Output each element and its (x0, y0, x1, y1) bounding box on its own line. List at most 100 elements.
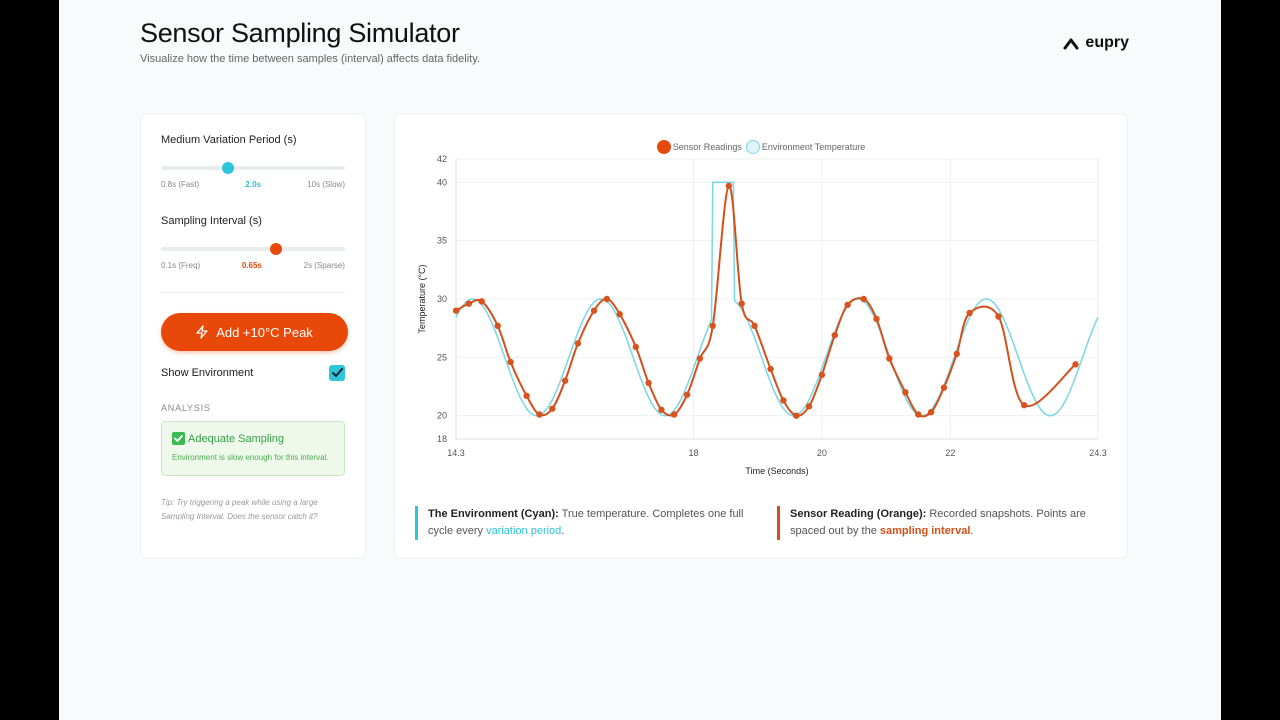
x-tick-label: 18 (689, 448, 699, 458)
divider (161, 292, 345, 293)
x-tick-label: 14.3 (447, 448, 465, 458)
chart-card: 18 20 25 30 35 40 42 14.3 18 20 22 24.3 Time (Second… (394, 113, 1128, 559)
sensor-point (725, 182, 733, 190)
tip-text: Tip: Try triggering a peak while using a… (161, 498, 318, 521)
sensor-point (860, 295, 867, 303)
sensor-point (507, 358, 514, 366)
sensor-point (523, 392, 530, 400)
legend-item-sensor[interactable]: Sensor Readings (656, 140, 742, 154)
legend-item-environment[interactable]: Environment Temperature (745, 140, 866, 154)
y-tick-label: 35 (437, 236, 447, 246)
app-page: Sensor Sampling Simulator Visualize how … (59, 0, 1221, 720)
sensor-point (616, 310, 623, 318)
sensor-point (478, 298, 485, 305)
variation-max-label: 10s (Slow) (307, 180, 345, 189)
show-environment-row: Show Environment (161, 365, 345, 381)
sensor-point (751, 322, 758, 330)
interval-value-label: 0.65s (241, 261, 262, 270)
sensor-point (549, 405, 556, 412)
environment-line (455, 181, 1099, 417)
sensor-point (818, 371, 826, 379)
x-axis-label: Time (Seconds) (745, 466, 808, 476)
interval-min-label: 0.1s (Freq) (161, 261, 201, 270)
x-tick-label: 24.3 (1089, 448, 1107, 458)
legend-label-sensor: Sensor Readings (672, 142, 742, 152)
header: Sensor Sampling Simulator Visualize how … (140, 18, 480, 65)
show-environment-label: Show Environment (161, 367, 254, 379)
sensor-point (645, 379, 652, 387)
sensor-note: Sensor Reading (Orange): Recorded snapsh… (777, 506, 1109, 540)
page-title: Sensor Sampling Simulator (140, 18, 460, 48)
sensor-point (683, 391, 691, 398)
sensor-point (902, 389, 909, 396)
variation-period-slider[interactable] (161, 162, 345, 174)
variation-min-label: 0.8s (Fast) (161, 180, 200, 189)
sensor-point (915, 411, 922, 418)
y-tick-label: 20 (437, 411, 447, 421)
sampling-interval-slider[interactable] (161, 243, 345, 255)
chart-notes: The Environment (Cyan): True temperature… (415, 506, 1109, 540)
environment-note-end: . (561, 525, 565, 537)
sensor-point (940, 384, 948, 391)
environment-note: The Environment (Cyan): True temperature… (415, 506, 747, 540)
x-tick-label: 20 (817, 448, 827, 458)
y-tick-label: 40 (437, 177, 447, 187)
sensor-note-title: Sensor Reading (Orange): (790, 508, 927, 520)
brand-logo[interactable]: eupry (1063, 34, 1129, 52)
sensor-point (536, 411, 543, 418)
sensor-point (805, 403, 813, 410)
sampling-interval-label: Sampling Interval (s) (161, 215, 262, 227)
sensor-point (886, 355, 893, 362)
sensor-point (844, 301, 851, 309)
sensor-point (561, 377, 569, 384)
sensor-line (455, 184, 1077, 418)
analysis-status-text: Adequate Sampling (188, 432, 285, 445)
analysis-heading: ANALYSIS (161, 403, 211, 413)
variation-period-scale: 0.8s (Fast) 2.0s 10s (Slow) (161, 180, 345, 189)
analysis-message: Environment is slow enough for this inte… (172, 453, 329, 462)
sensor-point (927, 408, 935, 416)
sampling-interval-thumb[interactable] (269, 243, 282, 255)
controls-panel: Medium Variation Period (s) 0.8s (Fast) … (140, 113, 366, 559)
sensor-point (452, 307, 460, 314)
legend-swatch-environment (745, 140, 760, 154)
lightning-icon (196, 325, 208, 339)
y-tick-label: 30 (437, 294, 447, 304)
sensor-point (1020, 401, 1028, 409)
environment-note-text: True temperature. Completes one full cyc… (428, 508, 744, 537)
legend-swatch-sensor (656, 140, 671, 154)
sensor-note-text: Recorded snapshots. Points are spaced ou… (790, 508, 1086, 537)
eupry-logo-icon (1063, 38, 1079, 50)
variation-period-thumb[interactable] (221, 162, 234, 174)
y-tick-label: 42 (437, 154, 447, 164)
add-peak-label: Add +10°C Peak (216, 324, 313, 340)
sensor-point (738, 300, 745, 307)
check-badge-icon (172, 432, 185, 445)
analysis-status: Adequate Sampling (172, 432, 334, 445)
show-environment-checkbox[interactable] (329, 365, 345, 381)
brand-name: eupry (1085, 34, 1129, 51)
sensor-point (1072, 361, 1079, 368)
y-tick-label: 18 (437, 434, 447, 444)
legend-label-environment: Environment Temperature (761, 142, 866, 152)
sensor-point (873, 315, 880, 323)
sensor-point (767, 365, 774, 373)
sensor-point (709, 322, 716, 330)
sampling-interval-scale: 0.1s (Freq) 0.65s 2s (Sparse) (161, 261, 345, 270)
sensor-point (966, 309, 973, 317)
sensor-point (632, 343, 639, 351)
sensor-point (793, 412, 800, 419)
y-axis-label: Temperature (°C) (417, 264, 427, 333)
variation-period-link: variation period (486, 525, 562, 537)
checkmark-icon (331, 368, 343, 377)
sensor-note-end: . (970, 525, 974, 537)
sampling-interval-link: sampling interval (879, 525, 971, 537)
sensor-point (953, 350, 960, 358)
sensor-point (658, 406, 665, 414)
sensor-point (465, 300, 473, 307)
chart-legend: Sensor Readings Environment Temperature (395, 140, 1127, 154)
add-peak-button[interactable]: Add +10°C Peak (161, 313, 348, 351)
sensor-point (671, 411, 678, 418)
sensor-point (780, 397, 787, 404)
